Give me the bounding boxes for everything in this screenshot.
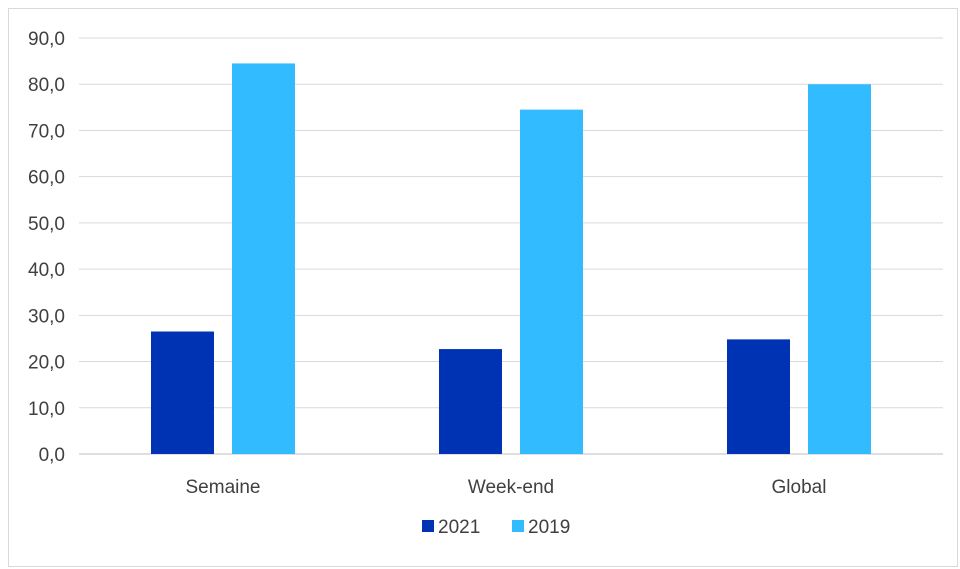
bar-chart: 0,010,020,030,040,050,060,070,080,090,0 … xyxy=(28,29,943,538)
y-tick-label: 30,0 xyxy=(28,306,65,327)
y-tick-label: 60,0 xyxy=(28,168,65,189)
bar-2021-global xyxy=(727,339,790,454)
x-axis-category-labels: Semaine Week-end Global xyxy=(186,477,827,498)
legend-swatch-2021 xyxy=(422,520,434,532)
bar-2021-week-end xyxy=(439,349,502,454)
y-tick-label: 70,0 xyxy=(28,121,65,142)
x-category-label: Semaine xyxy=(186,477,261,498)
y-tick-label: 90,0 xyxy=(28,29,65,50)
y-tick-label: 20,0 xyxy=(28,353,65,374)
gridlines xyxy=(79,37,943,455)
y-tick-label: 0,0 xyxy=(39,445,65,466)
bar-2019-semaine xyxy=(232,63,295,455)
bar-2019-week-end xyxy=(520,109,583,455)
legend-label-2019: 2019 xyxy=(528,517,570,538)
y-tick-label: 80,0 xyxy=(28,75,65,96)
y-axis-tick-labels: 0,0 10,0 20,0 30,0 40,0 50,0 60,0 70,0 80,0 90,0 xyxy=(28,29,65,466)
y-tick-label: 50,0 xyxy=(28,214,65,235)
bar-2021-semaine xyxy=(151,331,214,454)
legend: 2021 2019 xyxy=(422,517,570,538)
x-category-label: Global xyxy=(772,477,827,498)
y-tick-label: 10,0 xyxy=(28,399,65,420)
y-tick-label: 40,0 xyxy=(28,260,65,281)
legend-label-2021: 2021 xyxy=(438,517,480,538)
legend-swatch-2019 xyxy=(512,520,524,532)
bar-2019-global xyxy=(808,84,871,454)
x-category-label: Week-end xyxy=(468,477,554,498)
bars xyxy=(151,63,871,455)
chart-frame: 0,0 10,0 20,0 30,0 40,0 50,0 60,0 70,0 80,0 90,0 … xyxy=(8,8,958,567)
